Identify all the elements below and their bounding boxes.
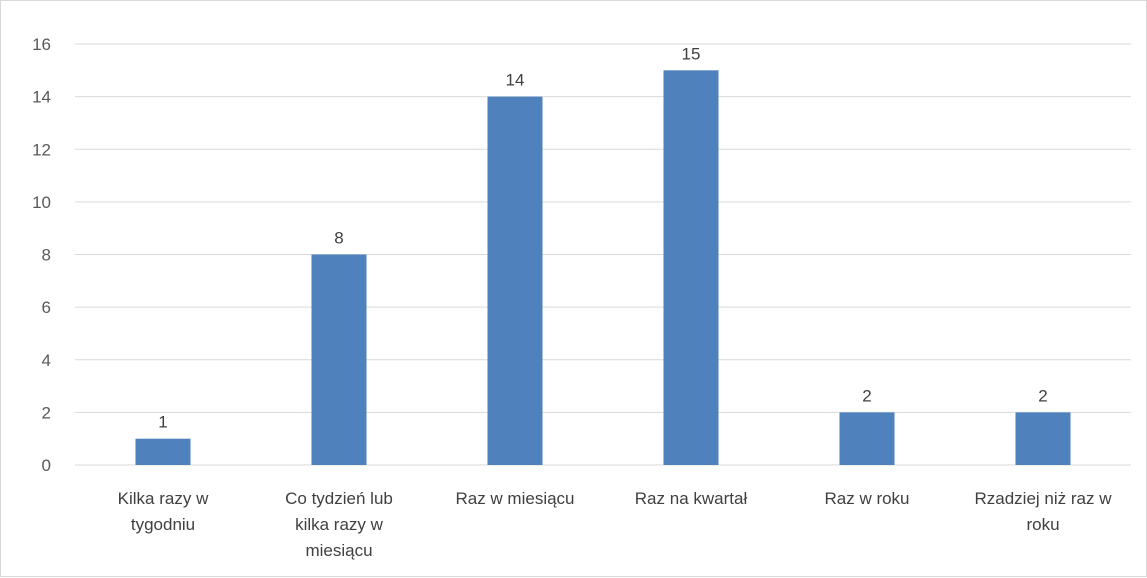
data-label: 2 bbox=[862, 386, 871, 405]
category-label-line: miesiącu bbox=[305, 541, 372, 560]
data-label: 1 bbox=[158, 413, 167, 432]
data-label: 14 bbox=[506, 71, 525, 90]
category-label-line: Raz na kwartał bbox=[635, 489, 748, 508]
category-label: Raz w roku bbox=[824, 489, 909, 508]
bar bbox=[1015, 412, 1071, 465]
data-label: 15 bbox=[682, 44, 701, 63]
bar bbox=[839, 412, 895, 465]
y-tick-label: 14 bbox=[32, 88, 51, 107]
bar bbox=[135, 438, 191, 465]
y-tick-label: 8 bbox=[42, 246, 51, 265]
category-label: Raz w miesiącu bbox=[455, 489, 574, 508]
category-label-line: Raz w miesiącu bbox=[455, 489, 574, 508]
bar bbox=[663, 70, 719, 465]
y-tick-label: 2 bbox=[42, 403, 51, 422]
category-label-line: roku bbox=[1026, 515, 1059, 534]
category-label: Kilka razy w tygodniu bbox=[118, 489, 209, 534]
category-label-line: Rzadziej niż raz w bbox=[975, 489, 1113, 508]
y-tick-label: 6 bbox=[42, 298, 51, 317]
category-label: Co tydzień lub kilka razy w miesiącu bbox=[285, 489, 393, 560]
bar bbox=[311, 254, 367, 465]
y-tick-label: 0 bbox=[42, 456, 51, 475]
data-label: 2 bbox=[1038, 386, 1047, 405]
y-tick-label: 16 bbox=[32, 35, 51, 54]
category-label-line: kilka razy w bbox=[295, 515, 384, 534]
category-label-line: Co tydzień lub bbox=[285, 489, 393, 508]
y-tick-label: 10 bbox=[32, 193, 51, 212]
y-tick-label: 4 bbox=[42, 351, 51, 370]
category-label-line: tygodniu bbox=[131, 515, 195, 534]
category-label: Raz na kwartał bbox=[635, 489, 748, 508]
category-label: Rzadziej niż raz w roku bbox=[975, 489, 1113, 534]
category-label-line: Raz w roku bbox=[824, 489, 909, 508]
bar bbox=[487, 96, 543, 465]
category-label-line: Kilka razy w bbox=[118, 489, 209, 508]
y-tick-label: 12 bbox=[32, 140, 51, 159]
data-label: 8 bbox=[334, 229, 343, 248]
